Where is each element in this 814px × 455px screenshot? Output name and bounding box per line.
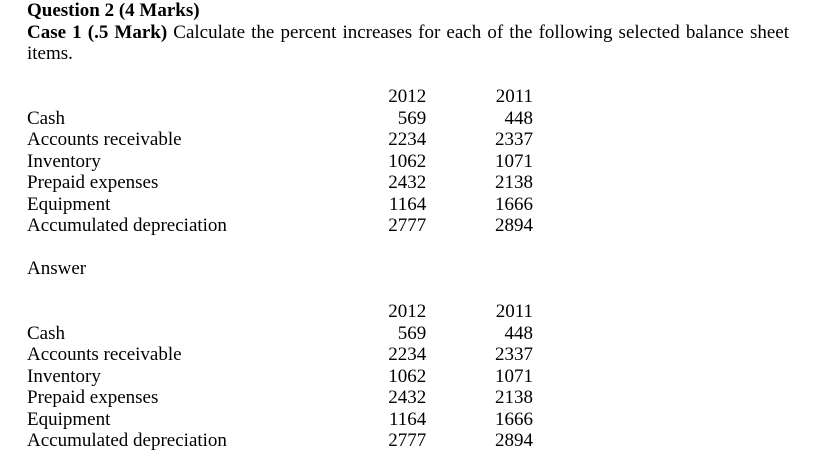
case-instruction-text: Calculate the percent increases for each… [173, 21, 789, 43]
table-row: Equipment 1164 1666 [27, 409, 533, 431]
value-2012: 1062 [388, 150, 427, 172]
row-label: Prepaid expenses [27, 387, 159, 408]
row-label: Accumulated depreciation [27, 215, 227, 236]
row-label: Inventory [27, 150, 101, 172]
table-row: Cash 569 448 [27, 108, 533, 130]
row-label: Cash [27, 107, 65, 129]
value-2011: 448 [504, 322, 534, 344]
year-header-2012: 2012 [388, 86, 427, 107]
value-2011: 2337 [495, 129, 533, 150]
value-2012: 569 [397, 107, 427, 129]
value-2012: 2432 [388, 172, 427, 193]
header-spacer [27, 86, 332, 108]
value-2012: 2777 [388, 215, 427, 236]
value-2012: 2234 [388, 344, 427, 365]
table-row: Equipment 1164 1666 [27, 194, 533, 216]
table-header-row: 2012 2011 [27, 86, 533, 108]
year-header-2011: 2011 [495, 86, 533, 107]
case-instruction-line1: Case 1 (.5 Mark) Calculate the percent i… [27, 22, 789, 44]
value-2011: 1666 [495, 193, 533, 215]
value-2012: 2234 [388, 129, 427, 150]
value-2012: 569 [397, 322, 427, 344]
table-row: Accounts receivable 2234 2337 [27, 129, 533, 151]
row-label: Accumulated depreciation [27, 430, 227, 451]
value-2012: 2432 [388, 387, 427, 408]
value-2011: 1071 [495, 365, 533, 387]
table-header-row: 2012 2011 [27, 301, 533, 323]
value-2011: 1666 [495, 408, 533, 430]
row-label: Accounts receivable [27, 129, 182, 150]
value-2012: 1062 [388, 365, 427, 387]
year-header-2012: 2012 [388, 301, 427, 322]
value-2011: 2894 [495, 430, 533, 451]
year-header-2011: 2011 [495, 301, 533, 322]
case-label: Case 1 (.5 Mark) [27, 21, 168, 43]
table-row: Prepaid expenses 2432 2138 [27, 387, 533, 409]
balance-sheet-table: 2012 2011 Cash 569 448 Accounts receivab… [27, 86, 533, 237]
case-instruction-line2: items. [27, 43, 73, 64]
row-label: Equipment [27, 408, 111, 430]
value-2011: 448 [504, 107, 534, 129]
value-2011: 2138 [495, 172, 533, 193]
table-row: Inventory 1062 1071 [27, 151, 533, 173]
row-label: Prepaid expenses [27, 172, 159, 193]
value-2011: 2894 [495, 215, 533, 236]
value-2011: 2337 [495, 344, 533, 365]
row-label: Inventory [27, 365, 101, 387]
question-heading: Question 2 (4 Marks) [27, 0, 200, 21]
value-2011: 2138 [495, 387, 533, 408]
table-row: Cash 569 448 [27, 323, 533, 345]
value-2012: 1164 [389, 193, 427, 215]
table-row: Accounts receivable 2234 2337 [27, 344, 533, 366]
table-row: Prepaid expenses 2432 2138 [27, 172, 533, 194]
row-label: Equipment [27, 193, 111, 215]
table-row: Inventory 1062 1071 [27, 366, 533, 388]
answer-balance-sheet-table: 2012 2011 Cash 569 448 Accounts receivab… [27, 301, 533, 452]
row-label: Cash [27, 322, 65, 344]
value-2011: 1071 [495, 150, 533, 172]
table-row: Accumulated depreciation 2777 2894 [27, 215, 533, 237]
value-2012: 2777 [388, 430, 427, 451]
answer-label: Answer [27, 258, 87, 279]
row-label: Accounts receivable [27, 344, 182, 365]
table-row: Accumulated depreciation 2777 2894 [27, 430, 533, 452]
header-spacer [27, 301, 332, 323]
value-2012: 1164 [389, 408, 427, 430]
